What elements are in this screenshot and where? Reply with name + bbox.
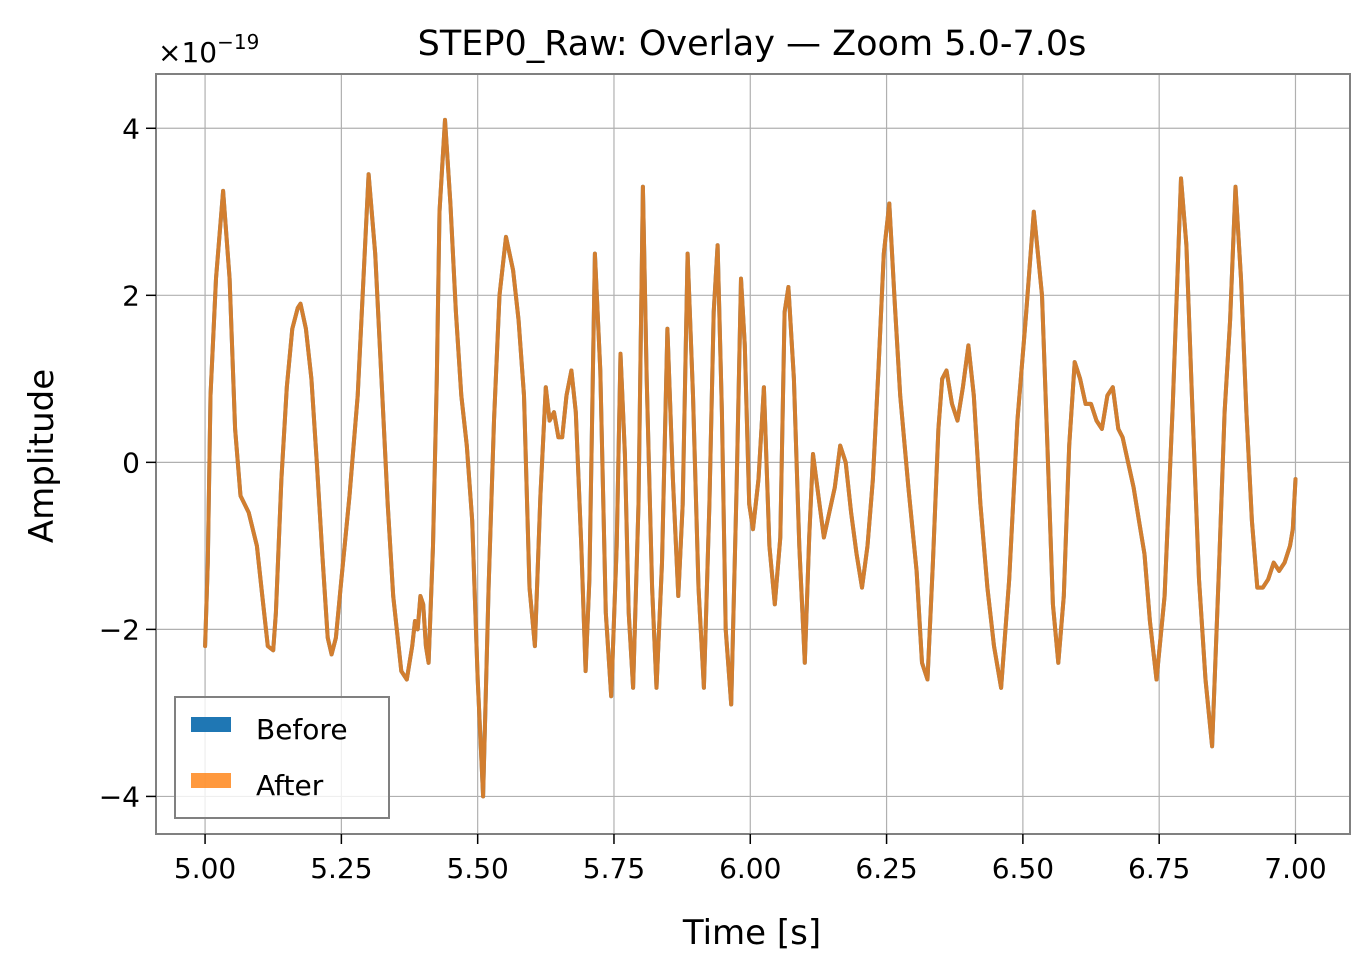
legend: Before After: [174, 696, 390, 819]
x-tick-label: 6.50: [992, 852, 1054, 885]
x-tick-label: 5.00: [174, 852, 236, 885]
chart-title: STEP0_Raw: Overlay — Zoom 5.0-7.0s: [418, 24, 1087, 64]
tick-marks: [146, 127, 1297, 844]
y-tick-label: 2: [122, 279, 140, 312]
y-tick-label: 4: [122, 112, 140, 145]
x-tick-label: 7.00: [1264, 852, 1326, 885]
y-tick-label: −2: [99, 613, 140, 646]
y-tick-label: 0: [122, 446, 140, 479]
plot-frame: [155, 73, 1351, 835]
y-offset-text: ×10−19: [158, 30, 259, 69]
series-line-after: [203, 117, 1298, 799]
legend-swatch-before: [191, 717, 231, 732]
y-tick-label: −4: [99, 780, 140, 813]
x-tick-label: 6.75: [1128, 852, 1190, 885]
x-tick-label: 5.25: [310, 852, 372, 885]
legend-label-before: Before: [256, 713, 348, 746]
x-tick-label: 6.25: [855, 852, 917, 885]
plot-series: [203, 117, 1298, 799]
tick-labels: 5.00 5.25 5.50 5.75 6.00 6.25 6.50 6.75 7.00 −4 −2…: [99, 112, 1327, 885]
x-tick-label: 5.50: [446, 852, 508, 885]
x-tick-label: 6.00: [719, 852, 781, 885]
legend-swatch-after: [191, 773, 231, 788]
y-axis-title: Amplitude: [22, 369, 62, 543]
legend-label-after: After: [256, 769, 324, 802]
x-axis-title: Time [s]: [682, 913, 821, 953]
x-tick-label: 5.75: [583, 852, 645, 885]
